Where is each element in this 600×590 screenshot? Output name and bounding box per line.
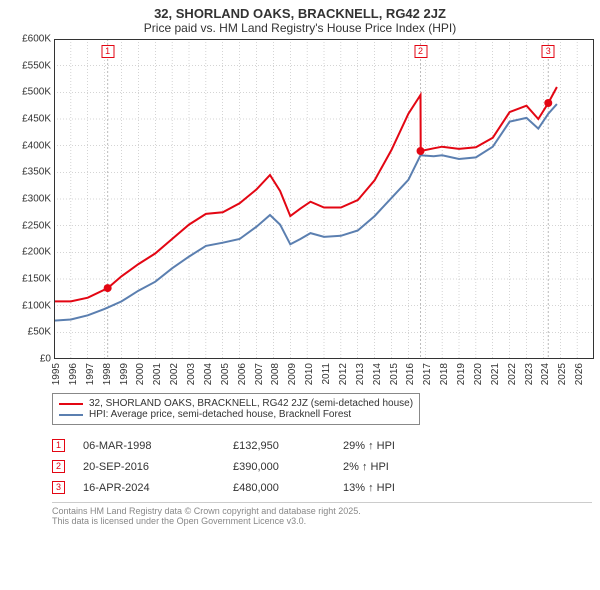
footer-line-2: This data is licensed under the Open Gov… bbox=[52, 516, 592, 526]
event-number-box: 1 bbox=[52, 439, 65, 452]
y-tick-label: £250K bbox=[22, 220, 54, 231]
chart-container: 32, SHORLAND OAKS, BRACKNELL, RG42 2JZ P… bbox=[0, 0, 600, 530]
x-tick-label: 2007 bbox=[254, 363, 265, 385]
event-number-box: 2 bbox=[52, 460, 65, 473]
x-tick-label: 2025 bbox=[557, 363, 568, 385]
x-tick-label: 2012 bbox=[338, 363, 349, 385]
x-tick-label: 2014 bbox=[372, 363, 383, 385]
x-tick-label: 2013 bbox=[355, 363, 366, 385]
legend-item-hpi: HPI: Average price, semi-detached house,… bbox=[59, 409, 413, 420]
x-tick-label: 2015 bbox=[389, 363, 400, 385]
x-tick-label: 1998 bbox=[102, 363, 113, 385]
x-tick-label: 2001 bbox=[152, 363, 163, 385]
event-date: 16-APR-2024 bbox=[83, 482, 233, 494]
event-marker-2: 2 bbox=[414, 45, 427, 58]
event-delta: 2% ↑ HPI bbox=[343, 461, 389, 473]
event-marker-1: 1 bbox=[101, 45, 114, 58]
x-tick-label: 2021 bbox=[490, 363, 501, 385]
y-tick-label: £50K bbox=[28, 327, 54, 338]
x-tick-label: 2024 bbox=[540, 363, 551, 385]
x-tick-label: 2003 bbox=[186, 363, 197, 385]
event-price: £132,950 bbox=[233, 440, 343, 452]
y-tick-label: £350K bbox=[22, 167, 54, 178]
chart-title: 32, SHORLAND OAKS, BRACKNELL, RG42 2JZ bbox=[8, 6, 592, 21]
x-tick-label: 2022 bbox=[507, 363, 518, 385]
events-table: 1 06-MAR-1998£132,95029% ↑ HPI 2 20-SEP-201… bbox=[52, 439, 592, 494]
x-tick-label: 2010 bbox=[304, 363, 315, 385]
x-tick-label: 2008 bbox=[270, 363, 281, 385]
legend-item-property: 32, SHORLAND OAKS, BRACKNELL, RG42 2JZ (… bbox=[59, 398, 413, 409]
event-marker-3: 3 bbox=[542, 45, 555, 58]
x-tick-label: 2006 bbox=[237, 363, 248, 385]
x-tick-label: 2011 bbox=[321, 363, 332, 385]
legend-swatch-hpi bbox=[59, 414, 83, 416]
x-tick-label: 2004 bbox=[203, 363, 214, 385]
x-tick-label: 2002 bbox=[169, 363, 180, 385]
event-date: 06-MAR-1998 bbox=[83, 440, 233, 452]
y-tick-label: £550K bbox=[22, 60, 54, 71]
y-tick-label: £500K bbox=[22, 87, 54, 98]
event-delta: 29% ↑ HPI bbox=[343, 440, 395, 452]
y-tick-label: £400K bbox=[22, 140, 54, 151]
x-tick-label: 2020 bbox=[473, 363, 484, 385]
x-tick-label: 2005 bbox=[220, 363, 231, 385]
legend: 32, SHORLAND OAKS, BRACKNELL, RG42 2JZ (… bbox=[52, 393, 420, 425]
legend-label-property: 32, SHORLAND OAKS, BRACKNELL, RG42 2JZ (… bbox=[89, 398, 413, 409]
event-row: 3 16-APR-2024£480,00013% ↑ HPI bbox=[52, 481, 592, 494]
x-tick-label: 2019 bbox=[456, 363, 467, 385]
y-tick-label: £100K bbox=[22, 300, 54, 311]
x-tick-label: 1995 bbox=[51, 363, 62, 385]
x-tick-label: 1999 bbox=[119, 363, 130, 385]
x-tick-label: 1996 bbox=[68, 363, 79, 385]
event-number-box: 3 bbox=[52, 481, 65, 494]
chart-subtitle: Price paid vs. HM Land Registry's House … bbox=[8, 21, 592, 35]
y-tick-label: £600K bbox=[22, 34, 54, 45]
legend-label-hpi: HPI: Average price, semi-detached house,… bbox=[89, 409, 351, 420]
x-tick-label: 2009 bbox=[287, 363, 298, 385]
footer: Contains HM Land Registry data © Crown c… bbox=[52, 502, 592, 526]
y-tick-label: £450K bbox=[22, 114, 54, 125]
x-tick-label: 2018 bbox=[439, 363, 450, 385]
event-price: £480,000 bbox=[233, 482, 343, 494]
event-row: 2 20-SEP-2016£390,0002% ↑ HPI bbox=[52, 460, 592, 473]
event-price: £390,000 bbox=[233, 461, 343, 473]
x-tick-label: 2000 bbox=[135, 363, 146, 385]
legend-swatch-property bbox=[59, 403, 83, 405]
event-delta: 13% ↑ HPI bbox=[343, 482, 395, 494]
event-date: 20-SEP-2016 bbox=[83, 461, 233, 473]
x-tick-label: 2016 bbox=[405, 363, 416, 385]
footer-line-1: Contains HM Land Registry data © Crown c… bbox=[52, 506, 592, 516]
event-row: 1 06-MAR-1998£132,95029% ↑ HPI bbox=[52, 439, 592, 452]
y-tick-label: £300K bbox=[22, 194, 54, 205]
x-tick-label: 2023 bbox=[524, 363, 535, 385]
y-tick-label: £200K bbox=[22, 247, 54, 258]
x-tick-label: 1997 bbox=[85, 363, 96, 385]
x-tick-label: 2026 bbox=[574, 363, 585, 385]
plot-area: £0£50K£100K£150K£200K£250K£300K£350K£400… bbox=[54, 39, 594, 359]
y-tick-label: £150K bbox=[22, 274, 54, 285]
x-tick-label: 2017 bbox=[422, 363, 433, 385]
